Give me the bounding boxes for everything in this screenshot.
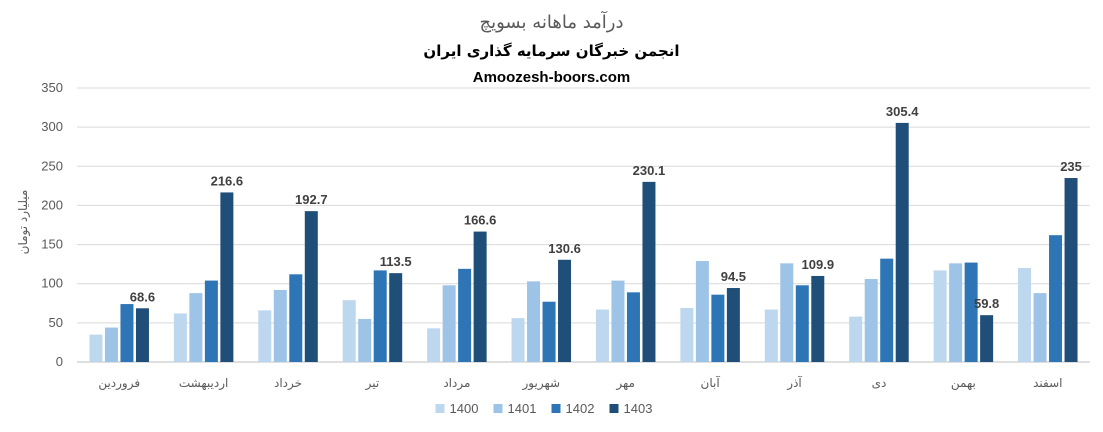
bar-1401 xyxy=(1033,293,1047,362)
bar-1401 xyxy=(358,318,372,362)
x-tick-label: مهر xyxy=(615,376,635,391)
x-tick-label: اردیبهشت xyxy=(179,376,228,391)
legend-swatch-1400 xyxy=(435,404,445,413)
bar-1402 xyxy=(626,292,640,362)
bar-1400 xyxy=(89,334,103,362)
data-label: 305.4 xyxy=(886,104,919,119)
y-tick-label: 50 xyxy=(49,315,63,330)
chart-subtitle: انجمن خبرگان سرمایه گذاری ایران xyxy=(423,42,680,60)
x-tick-label: دی xyxy=(872,376,887,390)
y-tick-label: 100 xyxy=(41,276,63,291)
y-tick-label: 0 xyxy=(56,354,63,369)
bar-1403 xyxy=(811,275,825,362)
bar-1401 xyxy=(527,281,541,362)
bar-1401 xyxy=(189,293,203,362)
bar-1402 xyxy=(289,274,303,362)
y-tick-label: 250 xyxy=(41,158,63,173)
chart-source: Amoozesh-boors.com xyxy=(472,69,631,86)
bar-1403 xyxy=(726,288,740,362)
data-label: 94.5 xyxy=(721,269,746,284)
y-tick-label: 350 xyxy=(41,80,63,95)
legend-swatch-1401 xyxy=(493,404,503,413)
bar-1400 xyxy=(680,307,694,362)
legend-swatch-1402 xyxy=(551,404,561,413)
bar-1403 xyxy=(135,308,149,362)
chart-title: درآمد ماهانه بسویچ xyxy=(479,12,624,33)
bar-1400 xyxy=(849,316,863,362)
data-label: 166.6 xyxy=(464,213,497,228)
bar-1400 xyxy=(342,300,356,362)
bar-1403 xyxy=(558,259,572,362)
bar-1400 xyxy=(173,313,187,362)
bar-1403 xyxy=(389,273,403,362)
y-tick-label: 300 xyxy=(41,119,63,134)
bar-1402 xyxy=(964,262,978,362)
x-tick-label: اسفند xyxy=(1033,376,1062,390)
data-label: 216.6 xyxy=(211,173,244,188)
data-label: 235 xyxy=(1060,159,1082,174)
bar-1403 xyxy=(220,192,234,362)
legend-swatch-1403 xyxy=(609,404,619,413)
bar-1400 xyxy=(427,328,441,362)
bar-1400 xyxy=(764,309,778,362)
x-tick-label: مرداد xyxy=(443,376,470,391)
x-tick-label: بهمن xyxy=(951,376,976,391)
legend-label: 1403 xyxy=(624,401,653,416)
bar-1400 xyxy=(1018,268,1032,362)
bar-1401 xyxy=(104,327,118,362)
legend-label: 1402 xyxy=(566,401,595,416)
data-label: 59.8 xyxy=(974,296,999,311)
x-tick-label: آبان xyxy=(701,375,721,390)
data-label: 113.5 xyxy=(380,254,412,269)
bar-1401 xyxy=(695,261,709,362)
bar-1402 xyxy=(204,280,218,362)
bar-1401 xyxy=(442,285,456,362)
data-label: 68.6 xyxy=(130,289,155,304)
bar-1402 xyxy=(880,258,894,362)
bar-1403 xyxy=(304,211,318,362)
data-label: 230.1 xyxy=(633,163,666,178)
bar-1400 xyxy=(933,270,947,362)
x-tick-label: خرداد xyxy=(274,376,302,391)
bar-1400 xyxy=(595,309,609,362)
legend-label: 1401 xyxy=(508,401,537,416)
data-label: 109.9 xyxy=(802,257,835,272)
bar-1401 xyxy=(949,263,963,362)
bar-1402 xyxy=(120,304,134,362)
bar-1401 xyxy=(611,280,625,362)
data-label: 130.6 xyxy=(548,241,581,256)
y-tick-label: 150 xyxy=(41,237,63,252)
legend-label: 1400 xyxy=(450,401,479,416)
bar-1403 xyxy=(895,122,909,362)
bar-1400 xyxy=(511,318,525,362)
y-tick-label: 200 xyxy=(41,197,63,212)
bar-1403 xyxy=(980,315,994,362)
bar-1403 xyxy=(642,181,656,362)
bar-1402 xyxy=(1049,235,1063,362)
x-tick-label: تیر xyxy=(365,376,380,391)
x-tick-label: فروردین xyxy=(98,376,140,391)
bar-1403 xyxy=(473,231,487,362)
bar-1402 xyxy=(542,301,556,362)
bar-1402 xyxy=(458,268,472,362)
bar-1401 xyxy=(864,279,878,362)
bar-1401 xyxy=(273,289,287,362)
bar-1401 xyxy=(780,263,794,362)
bar-1402 xyxy=(711,294,725,362)
x-tick-label: شهریور xyxy=(522,376,561,391)
bar-1403 xyxy=(1064,178,1078,362)
bar-1402 xyxy=(795,285,809,362)
x-tick-label: آذر xyxy=(786,375,802,391)
data-label: 192.7 xyxy=(295,192,328,207)
bar-1400 xyxy=(258,310,272,362)
bar-1402 xyxy=(373,270,387,362)
